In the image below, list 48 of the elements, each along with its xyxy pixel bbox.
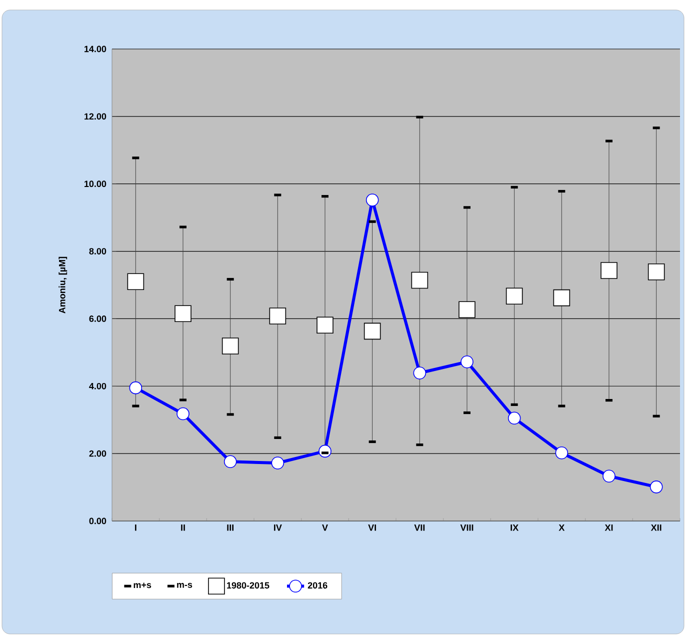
point xyxy=(224,455,237,468)
x-tick-label: VI xyxy=(368,524,376,531)
y-tick-label: 10.00 xyxy=(84,180,106,188)
x-tick-label: X xyxy=(558,524,565,531)
x-tick-label: IV xyxy=(274,524,282,531)
y-tick-label: 12.00 xyxy=(84,113,106,120)
point xyxy=(316,316,334,334)
y-tick-label: 2.00 xyxy=(89,450,106,457)
legend-label: m+s xyxy=(134,582,152,588)
x-tick-label: II xyxy=(181,524,185,531)
point xyxy=(413,366,426,380)
point xyxy=(458,301,476,318)
y-tick-label: 6.00 xyxy=(89,316,106,322)
point xyxy=(174,305,192,322)
point xyxy=(127,273,144,290)
y-tick-label: 0.00 xyxy=(89,518,106,524)
x-tick-label: VII xyxy=(414,524,425,531)
point xyxy=(553,289,570,306)
point xyxy=(269,308,286,324)
x-tick-label: I xyxy=(135,524,136,531)
point xyxy=(176,407,190,420)
point xyxy=(460,355,474,368)
legend-label: m-s xyxy=(177,582,192,588)
point xyxy=(411,272,428,289)
x-tick-label: IX xyxy=(510,524,519,531)
point xyxy=(364,322,381,340)
x-tick-label: VIII xyxy=(460,524,474,531)
point xyxy=(600,262,618,279)
point xyxy=(648,263,665,280)
point xyxy=(366,194,379,206)
legend-label: 2016 xyxy=(308,582,328,589)
point xyxy=(508,412,521,425)
x-tick-label: V xyxy=(322,524,328,531)
x-tick-label: III xyxy=(227,524,234,531)
point xyxy=(506,288,523,305)
point xyxy=(222,338,239,354)
x-tick-label: XI xyxy=(604,524,613,531)
y-axis-title: Amoniu, [µM] xyxy=(58,256,68,314)
x-tick-label: XII xyxy=(650,524,662,531)
point xyxy=(602,470,616,483)
point xyxy=(650,480,663,494)
point xyxy=(555,446,568,460)
y-tick-label: 8.00 xyxy=(89,248,106,254)
point xyxy=(271,456,284,470)
y-tick-label: 14.00 xyxy=(84,46,106,52)
legend-label: 1980-2015 xyxy=(227,582,270,589)
point xyxy=(129,381,142,394)
y-tick-label: 4.00 xyxy=(89,382,106,390)
